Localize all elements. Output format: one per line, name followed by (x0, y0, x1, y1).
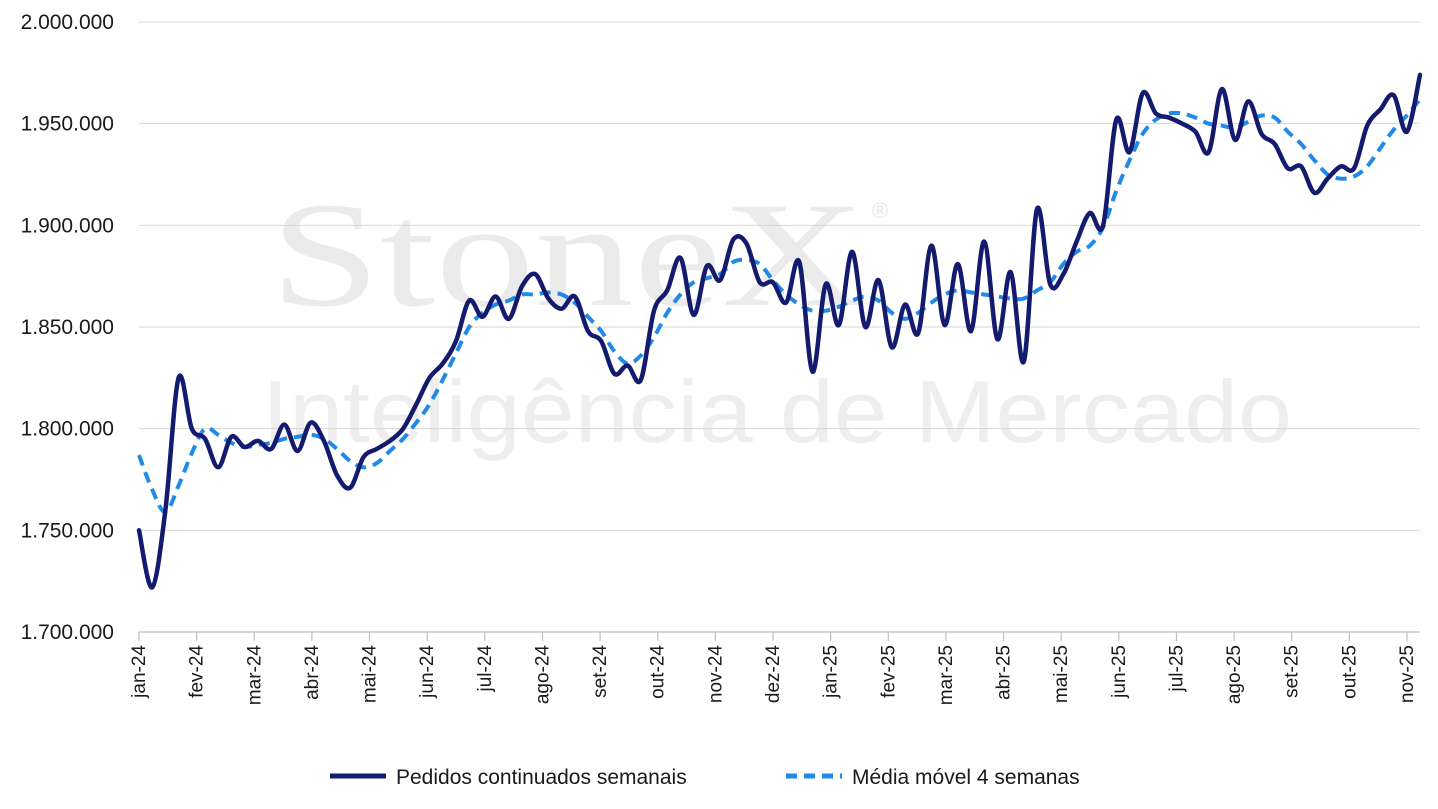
x-tick-label: set-24 (590, 645, 611, 698)
x-tick-label: nov-25 (1397, 645, 1418, 703)
watermark: StoneX ® Inteligência de Mercado (262, 172, 1292, 461)
y-axis-ticks: 1.700.000 1.750.000 1.800.000 1.850.000 1.90… (21, 11, 114, 644)
x-axis: jan-24 fev-24 mar-24 abr-24 mai-24 jun-24 jul-… (129, 631, 1420, 706)
x-tick-label: ago-24 (532, 645, 553, 705)
legend: Pedidos continuados semanais Média móvel… (330, 766, 1080, 789)
legend-label-avg: Média móvel 4 semanas (852, 766, 1080, 789)
x-tick-label: mar-24 (244, 645, 265, 706)
series-line-pedidos (136, 72, 1423, 590)
x-tick-label: ago-25 (1224, 645, 1245, 704)
x-tick-label: dez-24 (763, 645, 784, 704)
series-line-media-movel (137, 98, 1422, 514)
watermark-tagline: Inteligência de Mercado (262, 362, 1292, 461)
x-tick-label: jun-24 (417, 645, 438, 699)
series-lines (136, 72, 1423, 590)
watermark-brand: StoneX (270, 172, 865, 338)
watermark-registered-mark: ® (872, 198, 888, 223)
x-tick-label: fev-24 (187, 645, 208, 698)
x-tick-label: jul-25 (1166, 645, 1187, 692)
x-tick-label: nov-24 (705, 645, 726, 704)
y-tick-label: 1.800.000 (21, 418, 114, 441)
x-tick-label: abr-25 (994, 645, 1015, 700)
legend-label-main: Pedidos continuados semanais (396, 766, 687, 789)
x-tick-label: out-24 (648, 645, 669, 699)
x-tick-label: jan-24 (129, 645, 150, 699)
x-tick-label: fev-25 (878, 645, 899, 698)
x-tick-label: mai-25 (1051, 645, 1072, 703)
y-tick-label: 1.750.000 (21, 519, 114, 542)
x-tick-label: out-25 (1339, 645, 1360, 699)
x-tick-label: abr-24 (302, 645, 323, 700)
x-tick-label: jun-25 (1109, 645, 1130, 699)
x-tick-label: set-25 (1282, 645, 1303, 698)
y-tick-label: 2.000.000 (21, 11, 114, 34)
x-tick-label: jan-25 (821, 645, 842, 699)
x-tick-label: mai-24 (360, 645, 381, 704)
x-tick-label: jul-24 (475, 645, 496, 693)
y-tick-label: 1.900.000 (21, 214, 114, 237)
gridlines (139, 21, 1420, 531)
x-tick-label: mar-25 (936, 645, 957, 705)
y-tick-label: 1.950.000 (21, 113, 114, 136)
y-tick-label: 1.700.000 (21, 621, 114, 644)
y-tick-label: 1.850.000 (21, 316, 114, 339)
